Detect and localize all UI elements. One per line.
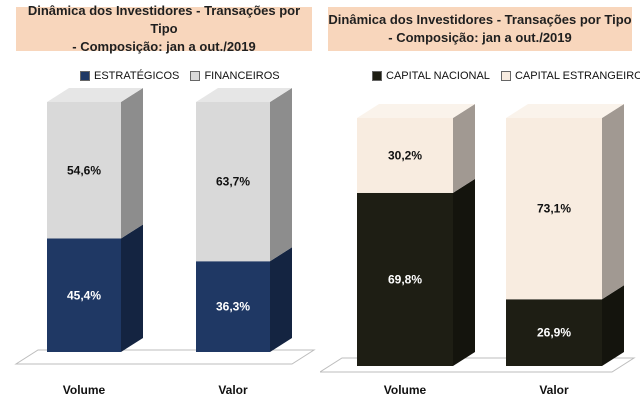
chart-panel-investor-type: Dinâmica dos Investidores - Transações p…: [14, 3, 316, 397]
bar-segment-side: [453, 178, 475, 366]
chart-plot-area: 45,4% 54,6% Volume 36,3% 63,7% Valor: [14, 88, 316, 397]
chart-title: Dinâmica dos Investidores - Transações p…: [16, 3, 312, 54]
bar-segment: [47, 102, 121, 239]
chart-title-line-2: - Composição: jan a out./2019: [388, 30, 572, 45]
bar-segment-side: [602, 104, 624, 300]
bar-segment-top: [47, 88, 143, 102]
bar-segment: [196, 102, 270, 262]
bar-segment-side: [270, 247, 292, 352]
chart-plot-area: 69,8% 30,2% Volume 26,9% 73,1% Valor: [320, 104, 636, 397]
legend-swatch: [80, 71, 90, 81]
data-label: 63,7%: [216, 175, 250, 189]
legend: ESTRATÉGICOS FINANCEIROS: [80, 70, 288, 84]
bar-segment: [357, 192, 453, 366]
chart-title-line-2: - Composição: jan a out./2019: [72, 39, 256, 54]
legend-swatch: [500, 71, 511, 81]
legend-item-strategic: ESTRATÉGICOS: [80, 70, 179, 82]
legend-label: CAPITAL ESTRANGEIRO: [514, 70, 640, 82]
legend-label: CAPITAL NACIONAL: [386, 70, 490, 82]
legend-label: FINANCEIROS: [204, 70, 280, 82]
x-tick-label: Volume: [384, 383, 427, 397]
x-tick-label: Volume: [63, 383, 106, 397]
data-label: 73,1%: [537, 202, 571, 216]
bar-segment-side: [121, 88, 143, 239]
bar-segment-side: [602, 285, 624, 366]
bar-segment-top: [357, 104, 475, 118]
legend-item-financial: FINANCEIROS: [190, 70, 280, 82]
legend-item-national-capital: CAPITAL NACIONAL: [372, 70, 490, 82]
x-tick-label: Valor: [539, 383, 569, 397]
data-label: 69,8%: [388, 272, 422, 286]
bar-segment-top: [506, 104, 624, 118]
data-label: 36,3%: [216, 300, 250, 314]
legend-swatch: [190, 71, 201, 81]
bar-segment-side: [453, 104, 475, 193]
data-label: 30,2%: [388, 148, 422, 162]
bar-segment: [196, 261, 270, 352]
bar-segment: [357, 118, 453, 193]
chart-title-line-1: Dinâmica dos Investidores - Transações p…: [27, 3, 301, 36]
chart-title-line-1: Dinâmica dos Investidores - Transações p…: [328, 12, 632, 27]
data-label: 54,6%: [67, 163, 101, 177]
bar-segment-top: [196, 88, 292, 102]
data-label: 26,9%: [537, 326, 571, 340]
chart-title: Dinâmica dos Investidores - Transações p…: [328, 7, 632, 51]
bar-segment: [47, 238, 121, 352]
bar-segment: [506, 299, 602, 366]
legend-swatch: [372, 71, 382, 81]
legend: CAPITAL NACIONAL CAPITAL ESTRANGEIRO: [372, 70, 640, 84]
x-tick-label: Valor: [218, 383, 248, 397]
bar-segment-side: [270, 88, 292, 262]
chart-floor: [14, 349, 316, 365]
data-label: 45,4%: [67, 288, 101, 302]
legend-item-foreign-capital: CAPITAL ESTRANGEIRO: [500, 70, 640, 82]
bar-segment: [506, 118, 602, 300]
legend-label: ESTRATÉGICOS: [94, 70, 180, 82]
chart-panel-capital-origin: Dinâmica dos Investidores - Transações p…: [320, 0, 640, 405]
bar-segment-side: [121, 224, 143, 352]
